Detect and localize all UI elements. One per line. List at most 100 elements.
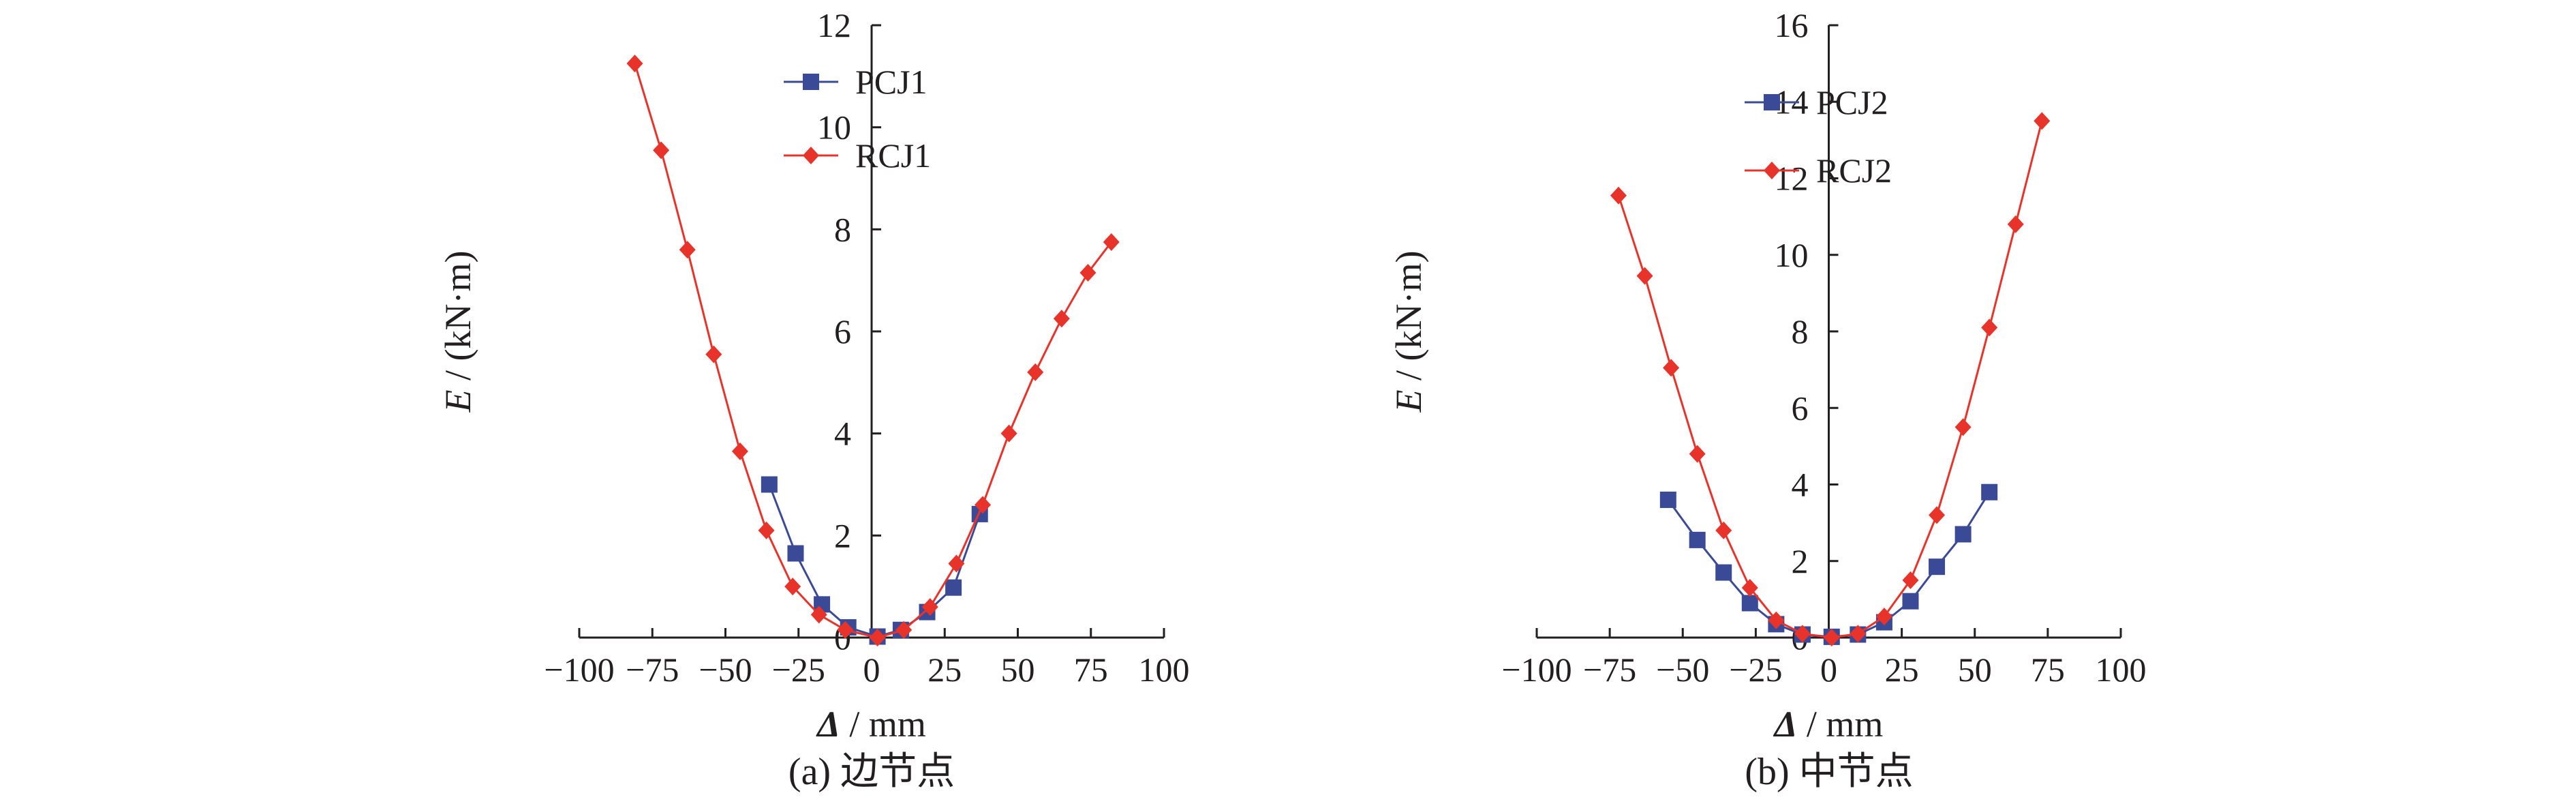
y-axis-symbol: E: [438, 389, 478, 413]
legend-marker: [1764, 94, 1780, 110]
data-point: [787, 545, 804, 562]
data-point: [1794, 625, 1811, 643]
x-axis-symbol: Δ: [1773, 704, 1798, 745]
chart-caption: (a) 边节点: [788, 751, 955, 793]
y-tick-label: 4: [1792, 466, 1809, 504]
data-point: [626, 55, 643, 73]
data-point: [1954, 526, 1972, 543]
y-axis-unit: / (kN·m): [438, 251, 478, 390]
data-point: [869, 629, 886, 646]
x-tick-label: −100: [1501, 651, 1571, 689]
data-point: [1663, 359, 1680, 377]
x-tick-label: −25: [1729, 651, 1782, 689]
data-point: [679, 241, 696, 259]
data-point: [2034, 112, 2051, 130]
data-point: [705, 345, 722, 363]
data-point: [1981, 483, 1998, 501]
y-tick-label: 12: [1775, 160, 1809, 198]
data-point: [1875, 608, 1892, 626]
x-tick-label: 0: [863, 651, 880, 689]
x-tick-label: 50: [1958, 651, 1992, 689]
data-point: [1715, 521, 1732, 539]
data-point: [1027, 363, 1044, 381]
y-tick-label: 2: [834, 516, 851, 554]
x-axis-unit: / mm: [840, 704, 926, 745]
x-tick-label: −25: [772, 651, 825, 689]
y-tick-label: 12: [817, 6, 851, 44]
data-point: [1689, 445, 1706, 463]
data-point: [948, 554, 965, 573]
y-tick-label: 10: [1775, 236, 1809, 274]
data-point: [1929, 558, 1946, 576]
data-point: [1659, 491, 1676, 508]
data-point: [1610, 186, 1627, 205]
data-point: [1741, 579, 1758, 597]
data-point: [1636, 267, 1653, 285]
chart-panel-1: −100−75−50−2502550751000246810121416Δ / …: [1388, 6, 2147, 793]
data-point: [1053, 310, 1070, 328]
data-point: [1850, 625, 1867, 643]
data-point: [1981, 318, 1998, 337]
data-point: [810, 606, 827, 624]
data-point: [1715, 564, 1732, 581]
x-tick-label: 25: [927, 651, 962, 689]
y-tick-label: 6: [1792, 389, 1809, 427]
legend-label: PCJ2: [1816, 83, 1888, 121]
data-point: [761, 476, 778, 493]
y-axis-title: E / (kN·m): [1388, 251, 1429, 413]
legend-label: RCJ2: [1816, 151, 1892, 190]
x-tick-label: −100: [544, 651, 614, 689]
x-tick-label: −50: [699, 651, 752, 689]
legend-label: PCJ1: [855, 63, 927, 101]
y-tick-label: 16: [1775, 6, 1809, 44]
data-point: [945, 579, 962, 596]
data-point: [1954, 418, 1972, 436]
x-tick-label: 100: [1139, 651, 1190, 689]
data-point: [975, 496, 992, 514]
x-tick-label: −50: [1656, 651, 1709, 689]
data-point: [1689, 531, 1706, 548]
data-point: [1902, 593, 1919, 610]
data-point: [921, 598, 938, 616]
data-point: [1103, 233, 1120, 252]
legend-label: RCJ1: [855, 136, 931, 175]
y-tick-label: 4: [834, 415, 851, 453]
x-axis-symbol: Δ: [816, 704, 840, 745]
data-point: [1000, 424, 1017, 443]
legend-marker: [803, 74, 819, 90]
legend-marker: [1764, 162, 1780, 179]
data-point: [1768, 611, 1785, 629]
data-point: [895, 621, 913, 639]
y-tick-label: 10: [817, 108, 851, 147]
y-axis-title: E / (kN·m): [438, 251, 478, 413]
data-point: [784, 578, 801, 596]
legend-item: RCJ2: [1745, 151, 1892, 190]
y-axis-unit: / (kN·m): [1388, 251, 1429, 390]
series-PCJ2: [1659, 483, 1998, 645]
x-tick-label: −75: [1583, 651, 1636, 689]
data-point: [2007, 215, 2024, 233]
x-tick-label: 75: [2031, 651, 2065, 689]
chart-caption: (b) 中节点: [1745, 751, 1913, 793]
y-tick-label: 6: [834, 312, 851, 350]
series-RCJ2: [1610, 112, 2051, 646]
x-tick-label: 100: [2096, 651, 2147, 689]
legend-item: PCJ2: [1745, 83, 1888, 121]
x-axis-title: Δ / mm: [816, 704, 926, 745]
data-point: [1929, 506, 1946, 524]
legend-marker: [803, 147, 819, 164]
x-tick-label: −75: [626, 651, 679, 689]
legend-item: RCJ1: [784, 136, 931, 175]
data-point: [837, 621, 854, 639]
x-tick-label: 50: [1001, 651, 1035, 689]
data-point: [653, 141, 670, 160]
series-RCJ1: [626, 55, 1120, 646]
y-tick-label: 8: [834, 210, 851, 248]
x-tick-label: 25: [1885, 651, 1919, 689]
x-tick-label: 75: [1074, 651, 1108, 689]
data-point: [758, 521, 775, 539]
y-axis-symbol: E: [1388, 389, 1429, 413]
data-point: [1741, 595, 1758, 612]
data-point: [1902, 571, 1919, 589]
